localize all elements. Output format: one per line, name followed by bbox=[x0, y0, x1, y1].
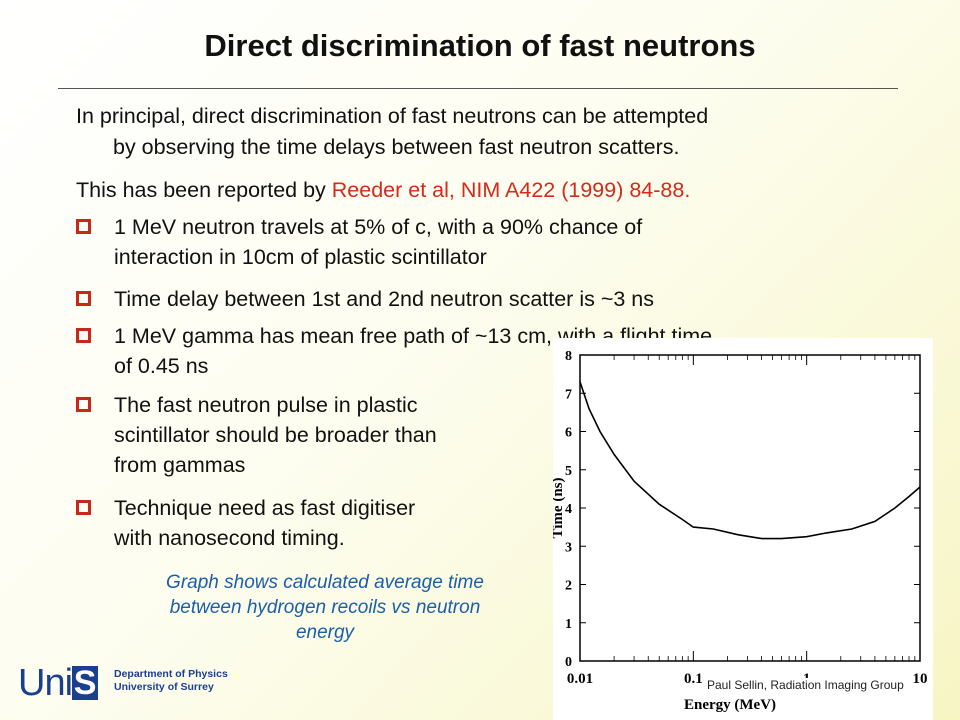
checkbox-bullet-icon bbox=[76, 291, 91, 306]
checkbox-bullet-icon bbox=[76, 219, 91, 234]
bullet-line: 1 MeV neutron travels at 5% of c, with a… bbox=[114, 215, 643, 239]
chart-background bbox=[553, 338, 933, 720]
y-tick-label: 7 bbox=[565, 387, 572, 402]
title-divider bbox=[58, 88, 898, 89]
bullet-line: Time delay between 1st and 2nd neutron s… bbox=[114, 287, 655, 311]
reference-prefix: This has been reported by bbox=[76, 178, 332, 202]
bullet-line: of 0.45 ns bbox=[114, 354, 209, 378]
bullet-line: The fast neutron pulse in plastic bbox=[114, 393, 418, 417]
logo-dept-line: Department of Physics bbox=[114, 668, 228, 680]
logo-dept-line: University of Surrey bbox=[114, 681, 214, 693]
y-tick-label: 1 bbox=[565, 617, 572, 632]
y-tick-label: 8 bbox=[565, 349, 572, 364]
logo-uni-text: Uni bbox=[18, 662, 73, 704]
checkbox-bullet-icon bbox=[76, 397, 91, 412]
y-tick-label: 5 bbox=[565, 464, 572, 479]
y-axis-label: Time (ns) bbox=[553, 478, 566, 539]
bullet-item: Technique need as fast digitiser with na… bbox=[76, 493, 415, 553]
bullet-item: 1 MeV neutron travels at 5% of c, with a… bbox=[76, 212, 642, 272]
logo-s-mark: S bbox=[72, 664, 99, 702]
bullet-line: with nanosecond timing. bbox=[114, 526, 345, 550]
intro-line-2: by observing the time delays between fas… bbox=[113, 135, 680, 159]
checkbox-bullet-icon bbox=[76, 500, 91, 515]
y-tick-label: 2 bbox=[565, 579, 572, 594]
series-line bbox=[579, 381, 921, 540]
bullet-item: The fast neutron pulse in plastic scinti… bbox=[76, 390, 437, 480]
reference-citation: Reeder et al, NIM A422 (1999) 84-88. bbox=[331, 178, 691, 202]
caption-line: Graph shows calculated average time bbox=[166, 572, 484, 593]
checkbox-bullet-icon bbox=[76, 328, 91, 343]
bullet-item: Time delay between 1st and 2nd neutron s… bbox=[76, 284, 654, 314]
y-tick-label: 4 bbox=[565, 502, 572, 517]
bullet-line: Technique need as fast digitiser bbox=[114, 496, 416, 520]
reference-paragraph: This has been reported by Reeder et al, … bbox=[76, 175, 690, 206]
university-logo: UniS Department of Physics University of… bbox=[18, 662, 228, 705]
y-tick-label: 0 bbox=[565, 655, 572, 670]
x-tick-label: 0.1 bbox=[684, 671, 703, 687]
logo-department: Department of Physics University of Surr… bbox=[114, 668, 228, 694]
y-tick-label: 6 bbox=[565, 426, 572, 441]
caption-line: energy bbox=[295, 622, 355, 643]
y-tick-label: 3 bbox=[565, 540, 572, 555]
graph-caption: Graph shows calculated average time betw… bbox=[110, 570, 540, 645]
intro-paragraph: In principal, direct discrimination of f… bbox=[76, 101, 708, 163]
caption-line: between hydrogen recoils vs neutron bbox=[169, 597, 481, 618]
slide-title: Direct discrimination of fast neutrons bbox=[204, 28, 756, 63]
x-tick-label: 10 bbox=[913, 671, 928, 687]
footer-credit: Paul Sellin, Radiation Imaging Group bbox=[707, 678, 904, 692]
x-tick-label: 0.01 bbox=[567, 671, 593, 687]
intro-line-1: In principal, direct discrimination of f… bbox=[76, 104, 709, 128]
bullet-line: interaction in 10cm of plastic scintilla… bbox=[114, 245, 487, 269]
x-axis-label: Energy (MeV) bbox=[684, 697, 776, 713]
bullet-line: scintillator should be broader than bbox=[114, 423, 437, 447]
bullet-line: from gammas bbox=[114, 453, 246, 477]
